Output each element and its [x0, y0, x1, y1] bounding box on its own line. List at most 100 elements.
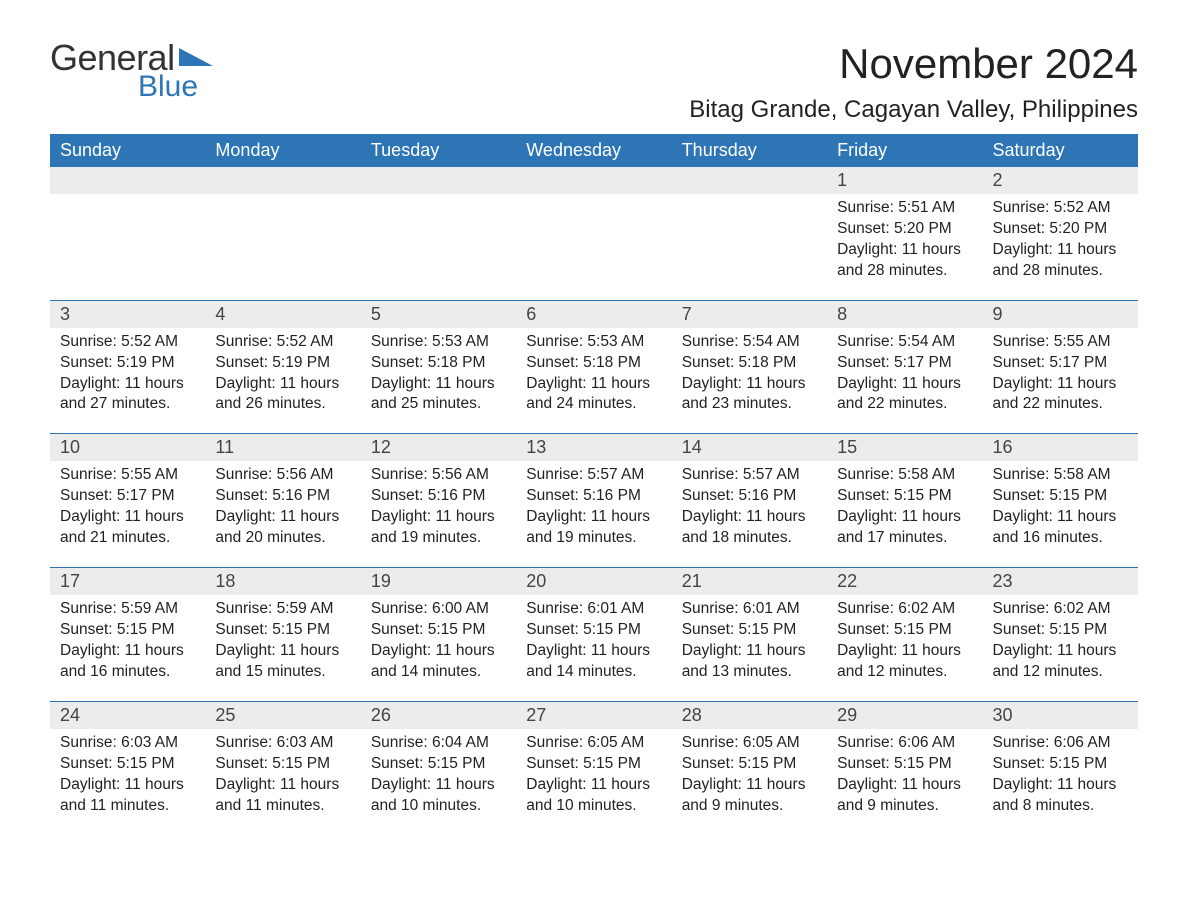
day-number: 26: [361, 702, 516, 729]
day-body-cell: Sunrise: 6:01 AMSunset: 5:15 PMDaylight:…: [516, 595, 671, 701]
sunset-text: Sunset: 5:15 PM: [526, 620, 661, 641]
sunrise-text: Sunrise: 6:05 AM: [526, 733, 661, 754]
day-body-cell: Sunrise: 5:52 AMSunset: 5:19 PMDaylight:…: [50, 328, 205, 434]
sunset-text: Sunset: 5:16 PM: [215, 486, 350, 507]
day-header: Wednesday: [516, 134, 671, 167]
day-number: 29: [827, 702, 982, 729]
day-number-cell: 12: [361, 434, 516, 462]
day-number-cell: 13: [516, 434, 671, 462]
day-body-cell: Sunrise: 5:55 AMSunset: 5:17 PMDaylight:…: [983, 328, 1138, 434]
day-body-cell: Sunrise: 5:55 AMSunset: 5:17 PMDaylight:…: [50, 461, 205, 567]
day-body-cell: Sunrise: 5:52 AMSunset: 5:19 PMDaylight:…: [205, 328, 360, 434]
daylight-text: Daylight: 11 hours and 8 minutes.: [993, 775, 1128, 817]
sunrise-text: Sunrise: 5:57 AM: [526, 465, 661, 486]
day-body-cell: Sunrise: 6:05 AMSunset: 5:15 PMDaylight:…: [672, 729, 827, 835]
day-number-cell: [50, 167, 205, 194]
daylight-text: Daylight: 11 hours and 9 minutes.: [682, 775, 817, 817]
sunrise-text: Sunrise: 5:55 AM: [60, 465, 195, 486]
daylight-text: Daylight: 11 hours and 27 minutes.: [60, 374, 195, 416]
day-body-cell: Sunrise: 6:01 AMSunset: 5:15 PMDaylight:…: [672, 595, 827, 701]
day-number: 3: [50, 301, 205, 328]
day-body-cell: Sunrise: 6:03 AMSunset: 5:15 PMDaylight:…: [50, 729, 205, 835]
daylight-text: Daylight: 11 hours and 9 minutes.: [837, 775, 972, 817]
day-body-cell: Sunrise: 5:58 AMSunset: 5:15 PMDaylight:…: [827, 461, 982, 567]
day-number-cell: 14: [672, 434, 827, 462]
daylight-text: Daylight: 11 hours and 19 minutes.: [371, 507, 506, 549]
sunrise-text: Sunrise: 5:56 AM: [215, 465, 350, 486]
sunset-text: Sunset: 5:19 PM: [215, 353, 350, 374]
day-number: 15: [827, 434, 982, 461]
daylight-text: Daylight: 11 hours and 11 minutes.: [215, 775, 350, 817]
sunrise-text: Sunrise: 6:00 AM: [371, 599, 506, 620]
daylight-text: Daylight: 11 hours and 20 minutes.: [215, 507, 350, 549]
daylight-text: Daylight: 11 hours and 13 minutes.: [682, 641, 817, 683]
day-body-cell: Sunrise: 5:52 AMSunset: 5:20 PMDaylight:…: [983, 194, 1138, 300]
sunset-text: Sunset: 5:15 PM: [215, 620, 350, 641]
sunset-text: Sunset: 5:15 PM: [993, 620, 1128, 641]
daylight-text: Daylight: 11 hours and 16 minutes.: [60, 641, 195, 683]
daylight-text: Daylight: 11 hours and 10 minutes.: [526, 775, 661, 817]
day-body-cell: Sunrise: 5:51 AMSunset: 5:20 PMDaylight:…: [827, 194, 982, 300]
day-number: 9: [983, 301, 1138, 328]
daylight-text: Daylight: 11 hours and 22 minutes.: [993, 374, 1128, 416]
location-title: Bitag Grande, Cagayan Valley, Philippine…: [689, 96, 1138, 124]
sunrise-text: Sunrise: 6:02 AM: [993, 599, 1128, 620]
day-number-cell: 5: [361, 300, 516, 328]
sunrise-text: Sunrise: 6:03 AM: [215, 733, 350, 754]
sunset-text: Sunset: 5:15 PM: [837, 486, 972, 507]
day-number-cell: [205, 167, 360, 194]
sunset-text: Sunset: 5:15 PM: [60, 754, 195, 775]
sunset-text: Sunset: 5:20 PM: [993, 219, 1128, 240]
day-number-cell: 20: [516, 568, 671, 596]
sunset-text: Sunset: 5:15 PM: [682, 620, 817, 641]
day-number: 2: [983, 167, 1138, 194]
daylight-text: Daylight: 11 hours and 19 minutes.: [526, 507, 661, 549]
day-number-cell: 28: [672, 701, 827, 729]
sunset-text: Sunset: 5:16 PM: [526, 486, 661, 507]
day-body-cell: Sunrise: 6:06 AMSunset: 5:15 PMDaylight:…: [827, 729, 982, 835]
day-number: 6: [516, 301, 671, 328]
sunset-text: Sunset: 5:17 PM: [993, 353, 1128, 374]
day-number: 27: [516, 702, 671, 729]
sunrise-text: Sunrise: 6:05 AM: [682, 733, 817, 754]
sunset-text: Sunset: 5:15 PM: [993, 754, 1128, 775]
day-number-cell: 7: [672, 300, 827, 328]
day-header: Thursday: [672, 134, 827, 167]
day-body-cell: Sunrise: 5:53 AMSunset: 5:18 PMDaylight:…: [516, 328, 671, 434]
day-body-cell: Sunrise: 5:59 AMSunset: 5:15 PMDaylight:…: [50, 595, 205, 701]
day-number-cell: 17: [50, 568, 205, 596]
sunset-text: Sunset: 5:15 PM: [682, 754, 817, 775]
day-body-cell: Sunrise: 5:56 AMSunset: 5:16 PMDaylight:…: [361, 461, 516, 567]
sunset-text: Sunset: 5:15 PM: [371, 754, 506, 775]
day-number: 4: [205, 301, 360, 328]
day-number: 8: [827, 301, 982, 328]
day-number-cell: 18: [205, 568, 360, 596]
sunrise-text: Sunrise: 5:53 AM: [526, 332, 661, 353]
daylight-text: Daylight: 11 hours and 21 minutes.: [60, 507, 195, 549]
day-number-row: 24252627282930: [50, 701, 1138, 729]
logo-text-blue: Blue: [138, 72, 213, 102]
day-header: Tuesday: [361, 134, 516, 167]
day-number-cell: 6: [516, 300, 671, 328]
day-number-cell: 2: [983, 167, 1138, 194]
sunset-text: Sunset: 5:15 PM: [837, 620, 972, 641]
day-number: 5: [361, 301, 516, 328]
daylight-text: Daylight: 11 hours and 24 minutes.: [526, 374, 661, 416]
day-number-cell: 15: [827, 434, 982, 462]
day-body-cell: Sunrise: 6:03 AMSunset: 5:15 PMDaylight:…: [205, 729, 360, 835]
day-header: Saturday: [983, 134, 1138, 167]
day-number-cell: 4: [205, 300, 360, 328]
day-number: 23: [983, 568, 1138, 595]
day-body-row: Sunrise: 5:51 AMSunset: 5:20 PMDaylight:…: [50, 194, 1138, 300]
sunrise-text: Sunrise: 5:58 AM: [993, 465, 1128, 486]
daylight-text: Daylight: 11 hours and 16 minutes.: [993, 507, 1128, 549]
day-number-cell: 10: [50, 434, 205, 462]
day-body-cell: Sunrise: 5:58 AMSunset: 5:15 PMDaylight:…: [983, 461, 1138, 567]
sunset-text: Sunset: 5:15 PM: [837, 754, 972, 775]
sunrise-text: Sunrise: 6:03 AM: [60, 733, 195, 754]
sunset-text: Sunset: 5:16 PM: [682, 486, 817, 507]
day-body-cell: Sunrise: 6:06 AMSunset: 5:15 PMDaylight:…: [983, 729, 1138, 835]
day-number-row: 10111213141516: [50, 434, 1138, 462]
day-number-cell: 8: [827, 300, 982, 328]
day-number: 18: [205, 568, 360, 595]
